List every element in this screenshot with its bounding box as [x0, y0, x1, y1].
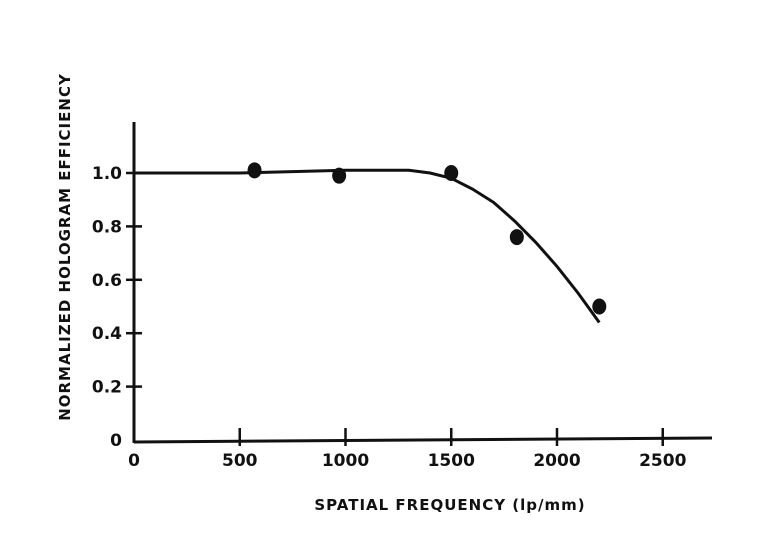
x-ticks: 0 500 1000 1500 2000 2500 [128, 428, 687, 471]
data-point [592, 298, 607, 315]
y-tick-label: 0 [110, 431, 122, 451]
fit-curve [134, 168, 601, 324]
x-tick-label: 0 [128, 451, 140, 471]
x-axis: 0 500 1000 1500 2000 2500 [128, 428, 713, 471]
plot-area [134, 162, 607, 324]
y-tick-label: 0.2 [92, 378, 122, 398]
y-axis-title: NORMALIZED HOLOGRAM EFFICIENCY [56, 73, 74, 421]
x-axis-line [133, 436, 713, 444]
y-tick-label: 0.6 [92, 271, 122, 291]
y-tick-label: 0.4 [92, 324, 122, 344]
x-tick-label: 500 [222, 451, 258, 471]
x-tick-label: 1000 [322, 451, 369, 471]
y-tick-label: 0.8 [92, 217, 122, 237]
x-tick-label: 1500 [428, 451, 475, 471]
y-tick-label: 1.0 [92, 164, 122, 184]
x-tick-label: 2000 [533, 451, 580, 471]
data-point [332, 167, 347, 184]
data-points [247, 162, 607, 315]
x-tick-label: 2500 [639, 451, 686, 471]
data-point [247, 162, 262, 179]
data-point [509, 229, 524, 246]
y-axis: 0 0.2 0.4 0.6 0.8 1.0 [92, 122, 142, 451]
data-point [444, 165, 459, 181]
x-axis-title: SPATIAL FREQUENCY (lp/mm) [314, 496, 585, 514]
